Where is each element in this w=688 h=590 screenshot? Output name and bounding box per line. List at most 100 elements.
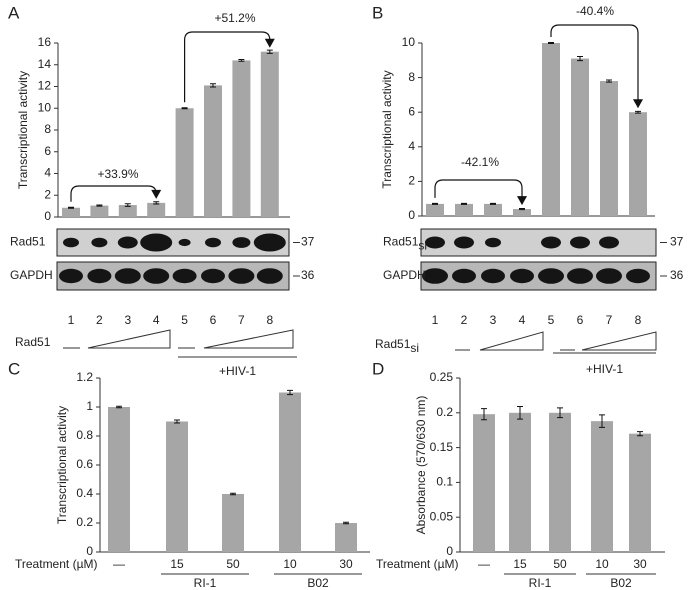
y-tick-label: 0.2 bbox=[436, 405, 453, 419]
wedge bbox=[87, 329, 171, 349]
bar bbox=[571, 58, 589, 216]
blot-band bbox=[140, 233, 173, 252]
annotation: +51.2% bbox=[214, 11, 255, 25]
x-tick-label: 10 bbox=[595, 557, 609, 571]
blot-band bbox=[178, 238, 191, 247]
blot-band bbox=[481, 268, 505, 284]
bar bbox=[166, 421, 188, 552]
y-tick-label: 0.1 bbox=[436, 475, 453, 489]
arrow-head bbox=[264, 38, 275, 48]
wedge bbox=[581, 331, 657, 351]
blot-band bbox=[172, 268, 197, 284]
wedge bbox=[203, 329, 294, 349]
blot-band bbox=[201, 268, 225, 284]
bracket bbox=[434, 179, 523, 198]
blot-label-text: GAPDH bbox=[383, 268, 426, 282]
blot-marker: 37 bbox=[670, 235, 684, 249]
y-tick-label: 0.2 bbox=[76, 515, 93, 529]
group-label: B02 bbox=[307, 576, 329, 590]
blot-band bbox=[510, 268, 534, 284]
error-bar bbox=[153, 201, 160, 205]
y-tick-label: 8 bbox=[44, 122, 51, 136]
annotation: -42.1% bbox=[461, 155, 499, 169]
arrow-head bbox=[151, 189, 162, 199]
x-tick-label: 15 bbox=[513, 557, 527, 571]
error-bar bbox=[637, 431, 643, 437]
blot-label-sub: si bbox=[418, 239, 427, 253]
x-tick-label: 3 bbox=[490, 313, 497, 327]
x-axis-title: Treatment (µM) bbox=[15, 557, 97, 571]
error-bar bbox=[557, 407, 563, 419]
blot-band bbox=[452, 268, 476, 284]
error-bar bbox=[210, 83, 216, 88]
bar bbox=[509, 412, 531, 552]
x-tick-label: 7 bbox=[606, 313, 613, 327]
bar bbox=[175, 108, 194, 217]
blot-band bbox=[91, 237, 108, 248]
error-bar bbox=[174, 419, 180, 424]
blot-label: GAPDH bbox=[383, 268, 426, 282]
y-axis-title: Transcriptional activity bbox=[55, 406, 69, 524]
bracket bbox=[184, 31, 271, 103]
y-tick-label: 0.6 bbox=[76, 457, 93, 471]
y-tick-label: 6 bbox=[44, 144, 51, 158]
bar bbox=[542, 43, 560, 216]
y-tick-label: 10 bbox=[402, 35, 416, 49]
y-tick-label: 0 bbox=[446, 544, 453, 558]
treatment-label: Rad51 bbox=[15, 335, 51, 349]
x-tick-label: — bbox=[113, 557, 125, 571]
error-bar bbox=[635, 110, 641, 114]
y-tick-label: 16 bbox=[38, 35, 52, 49]
blot-band bbox=[422, 268, 448, 284]
error-bar bbox=[266, 49, 273, 54]
treatment-sub: si bbox=[410, 341, 419, 355]
x-tick-label: — bbox=[478, 557, 490, 571]
blot-band bbox=[117, 236, 138, 249]
x-tick-label: 50 bbox=[226, 557, 240, 571]
panel-label: D bbox=[372, 359, 384, 378]
bar bbox=[455, 203, 473, 216]
y-tick-label: 0 bbox=[44, 209, 51, 223]
y-tick-label: 1.2 bbox=[76, 370, 93, 384]
error-bar bbox=[599, 414, 605, 428]
group-label: +HIV-1 bbox=[219, 364, 256, 378]
blot-band bbox=[63, 237, 79, 248]
bar bbox=[513, 209, 531, 216]
x-tick-label: 1 bbox=[68, 313, 75, 327]
blot-band bbox=[256, 268, 283, 284]
panel-label: B bbox=[372, 3, 383, 22]
y-tick-label: 0 bbox=[86, 544, 93, 558]
blot-band bbox=[538, 268, 564, 284]
error-bar bbox=[577, 55, 583, 62]
bar bbox=[279, 392, 301, 552]
y-tick-label: 8 bbox=[408, 70, 415, 84]
group-label: +HIV-1 bbox=[586, 362, 623, 376]
error-bar bbox=[517, 406, 523, 420]
y-axis-title: Transcriptional activity bbox=[380, 70, 394, 188]
arrow-head bbox=[633, 99, 643, 109]
x-tick-label: 6 bbox=[210, 313, 217, 327]
bar bbox=[426, 203, 444, 216]
blot-marker: 36 bbox=[670, 268, 684, 282]
bar bbox=[90, 205, 109, 217]
y-tick-label: 6 bbox=[408, 104, 415, 118]
y-tick-label: 0.8 bbox=[76, 428, 93, 442]
x-tick-label: 4 bbox=[153, 313, 160, 327]
blot-band bbox=[596, 268, 622, 284]
panel-label: A bbox=[8, 3, 20, 22]
error-bar bbox=[230, 492, 236, 496]
y-tick-label: 0.25 bbox=[430, 370, 454, 384]
x-tick-label: 5 bbox=[181, 313, 188, 327]
error-bar bbox=[96, 204, 103, 207]
error-bar bbox=[519, 208, 525, 211]
y-tick-label: 2 bbox=[44, 187, 51, 201]
error-bar bbox=[287, 389, 293, 396]
y-tick-label: 14 bbox=[38, 57, 52, 71]
bar bbox=[600, 81, 618, 216]
bar bbox=[118, 205, 137, 217]
bar bbox=[260, 51, 279, 218]
y-tick-label: 0 bbox=[408, 208, 415, 222]
y-tick-label: 1 bbox=[86, 399, 93, 413]
blot-label: Rad51si bbox=[383, 235, 427, 253]
y-tick-label: 0.15 bbox=[430, 440, 454, 454]
